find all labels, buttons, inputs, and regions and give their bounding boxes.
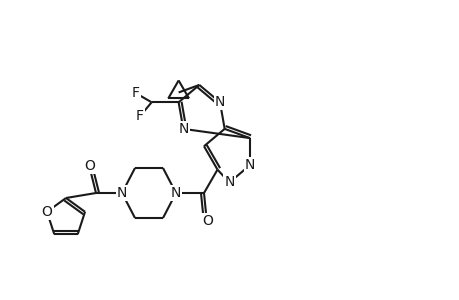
Text: N: N — [170, 186, 181, 200]
Text: F: F — [136, 109, 144, 123]
Text: N: N — [178, 122, 188, 136]
Text: F: F — [132, 86, 140, 100]
Text: N: N — [224, 176, 234, 190]
Text: O: O — [41, 205, 52, 219]
Text: O: O — [84, 159, 95, 173]
Text: N: N — [117, 186, 127, 200]
Text: N: N — [244, 158, 255, 172]
Text: N: N — [214, 95, 225, 109]
Text: O: O — [202, 214, 213, 228]
